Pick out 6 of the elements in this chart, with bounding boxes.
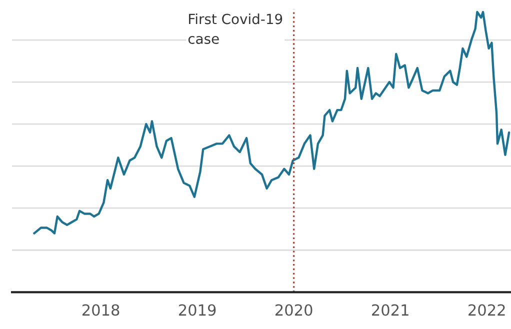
- x-tick-label: 2022: [468, 304, 505, 316]
- ref-line-label: First Covid-19 case: [188, 13, 282, 44]
- x-tick-label: 2020: [276, 304, 312, 316]
- x-tick-label: 2019: [179, 304, 216, 316]
- x-tick-label: 2021: [372, 304, 408, 316]
- x-tick-label: 2018: [82, 304, 120, 316]
